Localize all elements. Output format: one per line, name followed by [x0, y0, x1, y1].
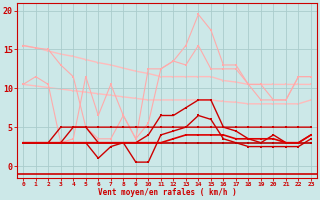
- X-axis label: Vent moyen/en rafales ( km/h ): Vent moyen/en rafales ( km/h ): [98, 188, 236, 197]
